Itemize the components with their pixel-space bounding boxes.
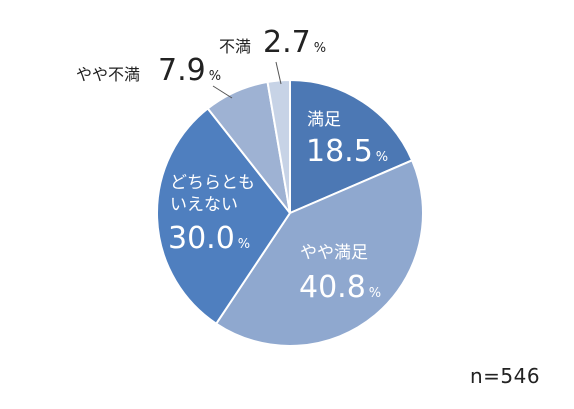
slice-label-name-4: やや不満 [76,65,140,84]
slice-label-name-1: 満足 [307,110,341,130]
slice-label-name-5: 不満 [219,37,251,56]
pie-slice-3 [156,107,292,326]
slice-label-value-5: 2.7% [263,25,326,60]
slice-label-name-3b: いえない [170,195,238,215]
pie-slice-5 [266,78,291,214]
slice-label-value-2: 40.8% [299,270,381,305]
slice-label-name-2: やや満足 [300,243,368,263]
slice-label-name-3a: どちらとも [170,173,255,193]
slice-label-value-4: 7.9% [158,53,221,88]
leader-line-4 [212,85,233,99]
leader-lines [212,61,282,99]
slice-label-value-3: 30.0% [168,221,250,256]
leader-line-5 [275,61,282,85]
pie-slice-2 [214,159,424,347]
pie-slices [156,78,424,347]
slice-label-value-1: 18.5% [306,134,388,169]
pie-slice-1 [289,78,414,215]
sample-size-note: n=546 [470,364,541,388]
